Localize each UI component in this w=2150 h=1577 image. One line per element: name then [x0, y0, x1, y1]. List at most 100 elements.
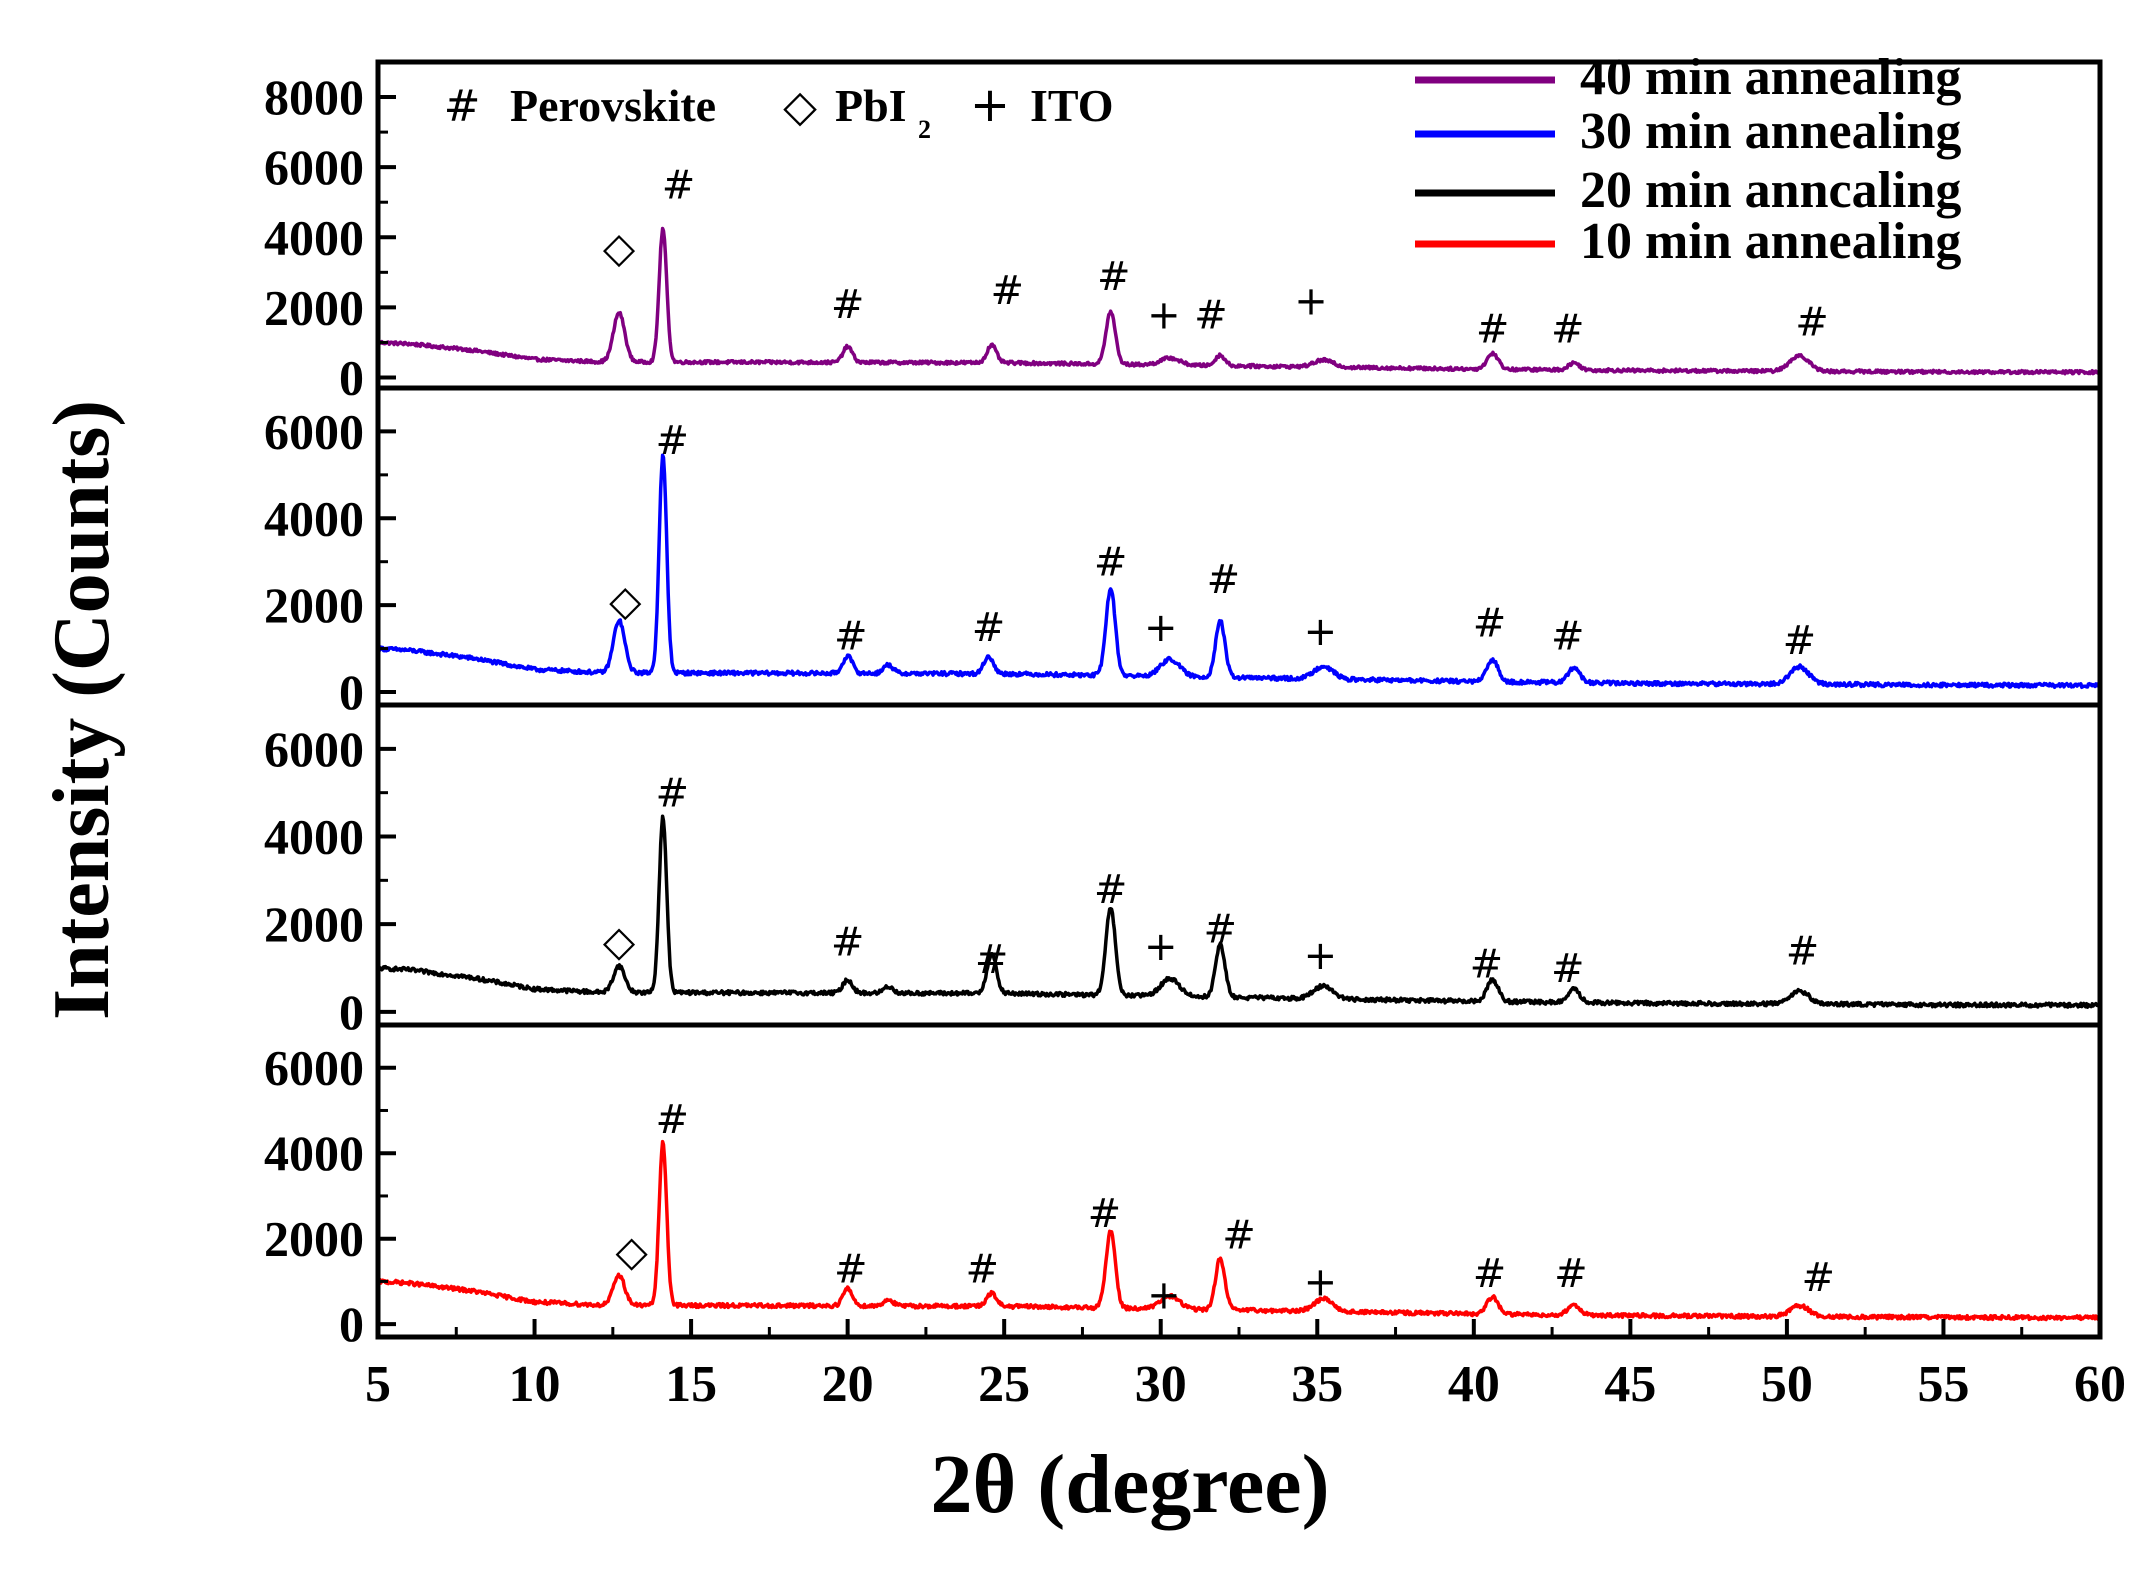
peak-annotation: # — [1795, 299, 1829, 345]
x-tick-label: 50 — [1761, 1356, 1813, 1413]
x-tick-label: 40 — [1448, 1356, 1500, 1413]
peak-annotation: # — [1551, 306, 1585, 352]
peak-annotation: + — [1147, 292, 1181, 338]
y-tick-label: 4000 — [264, 809, 364, 865]
peak-annotation: # — [1088, 1191, 1122, 1237]
peak-annotation: # — [1203, 907, 1237, 953]
peak-annotation: # — [656, 418, 690, 464]
x-axis-label: 2θ (degree) — [930, 1438, 1329, 1531]
peak-annotation: # — [991, 268, 1025, 314]
y-tick-label: 4000 — [264, 209, 364, 265]
peak-annotation: ◇ — [609, 576, 642, 625]
panel-1: 0 2000 4000 6000 8000 ◇ # # # # + # + # # # — [264, 59, 2103, 405]
peak-annotation: ◇ — [603, 917, 636, 966]
peak-annotation: # — [656, 1097, 690, 1143]
peak-annotation: # — [1473, 600, 1507, 646]
peak-annotation: + — [1304, 609, 1338, 655]
peak-annotation: + — [1304, 1259, 1338, 1305]
peak-annotation: ◇ — [603, 223, 636, 272]
series-line-4 — [376, 1139, 2102, 1322]
legend-label-1: 40 min annealing — [1580, 49, 1961, 106]
x-tick-label: 5 — [365, 1356, 391, 1413]
y-tick-label: 0 — [339, 1296, 364, 1352]
legend-label-2: 30 min annealing — [1580, 103, 1961, 160]
peak-annotation: # — [1476, 306, 1510, 352]
peak-annotation: # — [1094, 867, 1128, 913]
ito-legend-label: ITO — [1030, 80, 1114, 131]
peak-annotation: # — [1222, 1212, 1256, 1258]
y-tick-label: 2000 — [264, 896, 364, 952]
series-line-3 — [377, 814, 2102, 1009]
peak-annotation: + — [1294, 278, 1328, 324]
peak-annotation: # — [972, 605, 1006, 651]
peak-annotation: # — [831, 282, 865, 328]
peak-annotation: # — [1783, 618, 1817, 664]
x-tick-label: 60 — [2074, 1356, 2126, 1413]
peak-annotation: ◇ — [615, 1227, 648, 1276]
ito-legend-symbol: + — [970, 77, 1010, 133]
peak-annotation: # — [834, 614, 868, 660]
perovskite-legend-symbol: # — [444, 81, 481, 132]
panel-frame — [375, 1022, 2103, 1340]
y-tick-label: 2000 — [264, 279, 364, 335]
peak-annotation: # — [1097, 254, 1131, 300]
peak-annotation: # — [834, 1247, 868, 1293]
panel-stack: 0 2000 4000 6000 8000 ◇ # # # # + # + # # #0 2000 4000 600… — [264, 59, 2103, 1352]
peak-annotation: # — [1470, 942, 1504, 988]
y-tick-label: 4000 — [264, 490, 364, 546]
peak-annotation: # — [1473, 1251, 1507, 1297]
peak-annotation: # — [662, 163, 696, 209]
x-tick-label: 15 — [665, 1356, 717, 1413]
y-tick-label: 0 — [339, 349, 364, 405]
peak-annotation: + — [1144, 605, 1178, 651]
x-tick-label: 20 — [822, 1356, 874, 1413]
y-tick-label: 4000 — [264, 1125, 364, 1181]
y-tick-label: 6000 — [264, 721, 364, 777]
peak-annotation: # — [1094, 540, 1128, 586]
panel-frame — [375, 702, 2103, 1028]
legend-label-3: 20 min anncaling — [1580, 162, 1961, 219]
x-tick-label: 25 — [978, 1356, 1030, 1413]
x-tick-label: 35 — [1291, 1356, 1343, 1413]
panel-2: 0 2000 4000 6000 ◇ # # # # + # + # # # — [264, 385, 2103, 720]
y-tick-label: 6000 — [264, 139, 364, 195]
panel-4: 0 2000 4000 6000 ◇ # # # # + # + # # # — [264, 1022, 2103, 1352]
peak-annotation: + — [1144, 924, 1178, 970]
legend-label-4: 10 min annealing — [1580, 213, 1961, 270]
x-tick-label: 55 — [1917, 1356, 1969, 1413]
panel-3: 0 2000 4000 6000 ◇ # # # # + # + # # # — [264, 702, 2103, 1040]
peak-annotation: # — [966, 1247, 1000, 1293]
pbi2-legend-label: PbI — [835, 80, 907, 131]
y-tick-label: 6000 — [264, 1040, 364, 1096]
y-tick-label: 0 — [339, 984, 364, 1040]
x-tick-label: 45 — [1604, 1356, 1656, 1413]
y-axis-label: Intensity (Counts) — [38, 400, 126, 1020]
perovskite-legend-label: Perovskite — [510, 80, 716, 131]
x-tick-label: 10 — [509, 1356, 561, 1413]
y-tick-label: 8000 — [264, 69, 364, 125]
y-tick-label: 2000 — [264, 1211, 364, 1267]
peak-annotation: # — [1194, 292, 1228, 338]
peak-annotation: # — [831, 920, 865, 966]
peak-annotation: # — [1551, 614, 1585, 660]
peak-annotation: + — [1304, 933, 1338, 979]
peak-annotation: # — [1786, 928, 1820, 974]
peak-annotation: + — [1147, 1272, 1181, 1318]
peak-annotation: # — [1207, 557, 1241, 603]
marker-legend: # Perovskite ◇ PbI 2 + ITO — [444, 77, 1114, 144]
series-line-1 — [376, 226, 2101, 376]
pbi2-legend-symbol: ◇ — [783, 81, 817, 132]
x-tick-label: 30 — [1135, 1356, 1187, 1413]
y-tick-label: 6000 — [264, 403, 364, 459]
series-line-2 — [376, 453, 2101, 690]
y-tick-label: 2000 — [264, 577, 364, 633]
peak-annotation: # — [1554, 1251, 1588, 1297]
y-tick-label: 0 — [339, 664, 364, 720]
peak-annotation: # — [656, 771, 690, 817]
peak-annotation: # — [1801, 1255, 1835, 1301]
x-axis-ticks: 5 10 15 20 25 30 35 40 45 50 55 60 — [365, 1319, 2126, 1413]
peak-annotation: # — [975, 937, 1009, 983]
panel-frame — [375, 385, 2103, 708]
